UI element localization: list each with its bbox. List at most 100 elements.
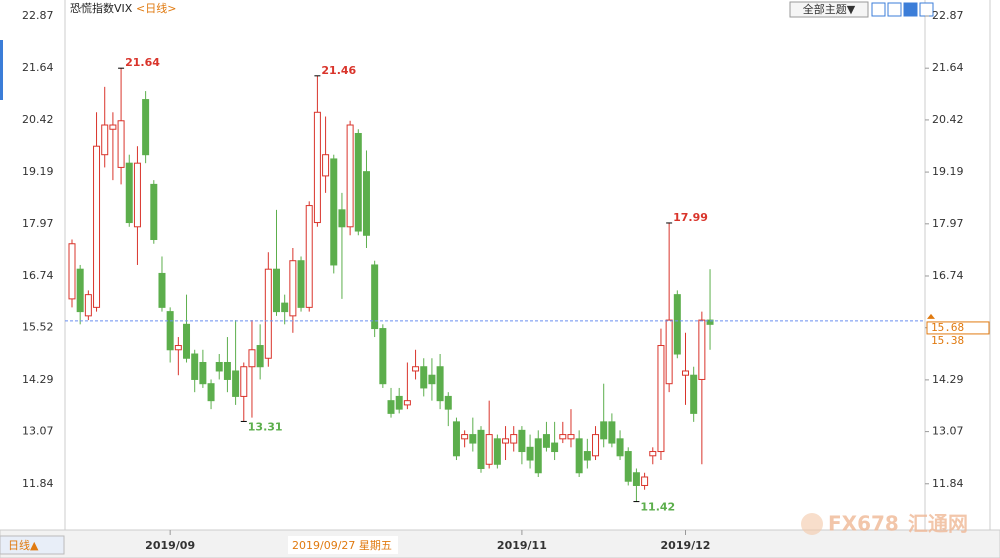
- candle-body: [698, 319, 706, 380]
- y-tick-label: 16.74: [22, 269, 54, 282]
- candle-body: [518, 429, 526, 453]
- candle-body: [117, 120, 125, 168]
- last-value-box: [926, 321, 990, 335]
- x-tick-label: 2019/09: [145, 539, 195, 552]
- high-label: 21.46: [321, 64, 356, 77]
- candle-body: [436, 366, 444, 402]
- candle-body: [84, 294, 92, 317]
- candle-body: [542, 434, 550, 448]
- watermark: FX678: [828, 512, 899, 536]
- candle-body: [240, 366, 248, 397]
- candle-body: [223, 361, 231, 380]
- candle-body: [158, 272, 166, 308]
- candle-body: [133, 162, 141, 228]
- candle-body: [690, 374, 698, 414]
- icon[interactable]: [903, 2, 918, 17]
- candle-body: [371, 264, 379, 330]
- candle-body: [502, 438, 510, 444]
- candle-body: [305, 205, 313, 308]
- candle-body: [510, 434, 518, 444]
- candle-body: [477, 429, 485, 470]
- candle-body: [232, 370, 240, 397]
- x-tick-label: 2019/12: [661, 539, 711, 552]
- candle-body: [592, 434, 600, 457]
- candle-body: [493, 438, 501, 465]
- candle-body: [469, 434, 477, 444]
- candle-body: [109, 124, 117, 130]
- candle-body: [150, 183, 158, 241]
- y-tick-label-right: 17.97: [932, 217, 964, 230]
- candle-body: [297, 260, 305, 308]
- candle-body: [101, 124, 109, 156]
- watermark-logo: [801, 513, 823, 535]
- candle-body: [583, 451, 591, 461]
- candle-body: [273, 268, 280, 313]
- candle-body: [559, 434, 567, 440]
- candle-body: [420, 366, 428, 389]
- last-value-label: 15.68: [931, 321, 964, 334]
- candle-body: [665, 319, 673, 385]
- candle-body: [649, 451, 657, 457]
- y-tick-label-right: 11.84: [932, 477, 964, 490]
- low-label: 13.31: [248, 420, 283, 433]
- y-tick-label: 15.52: [22, 321, 54, 334]
- period-button-box[interactable]: [0, 535, 65, 555]
- candle-body: [248, 349, 256, 368]
- x-tick-label: 2019/11: [497, 539, 547, 552]
- candle-body: [608, 421, 616, 444]
- side-accent: [0, 40, 3, 100]
- candle-body: [199, 361, 207, 385]
- y-tick-label-right: 20.42: [932, 113, 964, 126]
- y-tick-label: 13.07: [22, 425, 54, 438]
- y-tick-label-right: 19.19: [932, 165, 964, 178]
- watermark: 汇通网: [908, 512, 968, 536]
- candle-body: [616, 438, 624, 457]
- candle-body: [575, 438, 583, 474]
- high-label: 17.99: [673, 211, 708, 224]
- x-axis-band: [0, 529, 1000, 558]
- last-value-arrow: [927, 313, 935, 319]
- candle-body: [641, 476, 649, 486]
- candle-body: [281, 302, 289, 313]
- candle-body: [526, 446, 534, 461]
- y-tick-label-right: 22.87: [932, 9, 964, 22]
- candle-body: [362, 171, 370, 236]
- candle-body: [191, 353, 199, 380]
- candle-body: [215, 361, 223, 372]
- y-tick-label-right: 13.07: [932, 425, 964, 438]
- theme-button-box[interactable]: [789, 1, 869, 18]
- candle-body: [428, 374, 436, 385]
- candle-body: [632, 472, 640, 486]
- candle-body: [706, 319, 714, 325]
- candle-body: [166, 311, 174, 351]
- cursor-date-box: [288, 536, 398, 554]
- candle-body: [289, 260, 297, 317]
- candle-body: [93, 145, 101, 308]
- candle-body: [256, 345, 264, 368]
- candle-body: [330, 158, 338, 266]
- candle-body: [183, 323, 191, 359]
- candle-body: [452, 421, 460, 457]
- candle-body: [387, 400, 395, 414]
- theme-button[interactable]: 全部主题▼: [803, 2, 856, 16]
- candle-body: [534, 438, 542, 474]
- candle-body: [395, 395, 403, 410]
- y-tick-label: 20.42: [22, 113, 54, 126]
- candle-body: [68, 243, 76, 300]
- y-tick-label-right: 21.64: [932, 61, 964, 74]
- period-button[interactable]: 日线▲: [8, 538, 39, 552]
- candle-body: [624, 451, 632, 482]
- y-tick-label: 22.87: [22, 9, 54, 22]
- candle-body: [444, 395, 452, 410]
- candle-body: [322, 154, 330, 177]
- candle-body: [379, 328, 387, 385]
- candle-body: [174, 345, 182, 351]
- icon[interactable]: [887, 2, 902, 17]
- icon[interactable]: [871, 2, 886, 17]
- candle-body: [76, 268, 84, 313]
- candle-body: [682, 370, 689, 376]
- candle-body: [600, 421, 608, 440]
- candle-body: [657, 345, 665, 453]
